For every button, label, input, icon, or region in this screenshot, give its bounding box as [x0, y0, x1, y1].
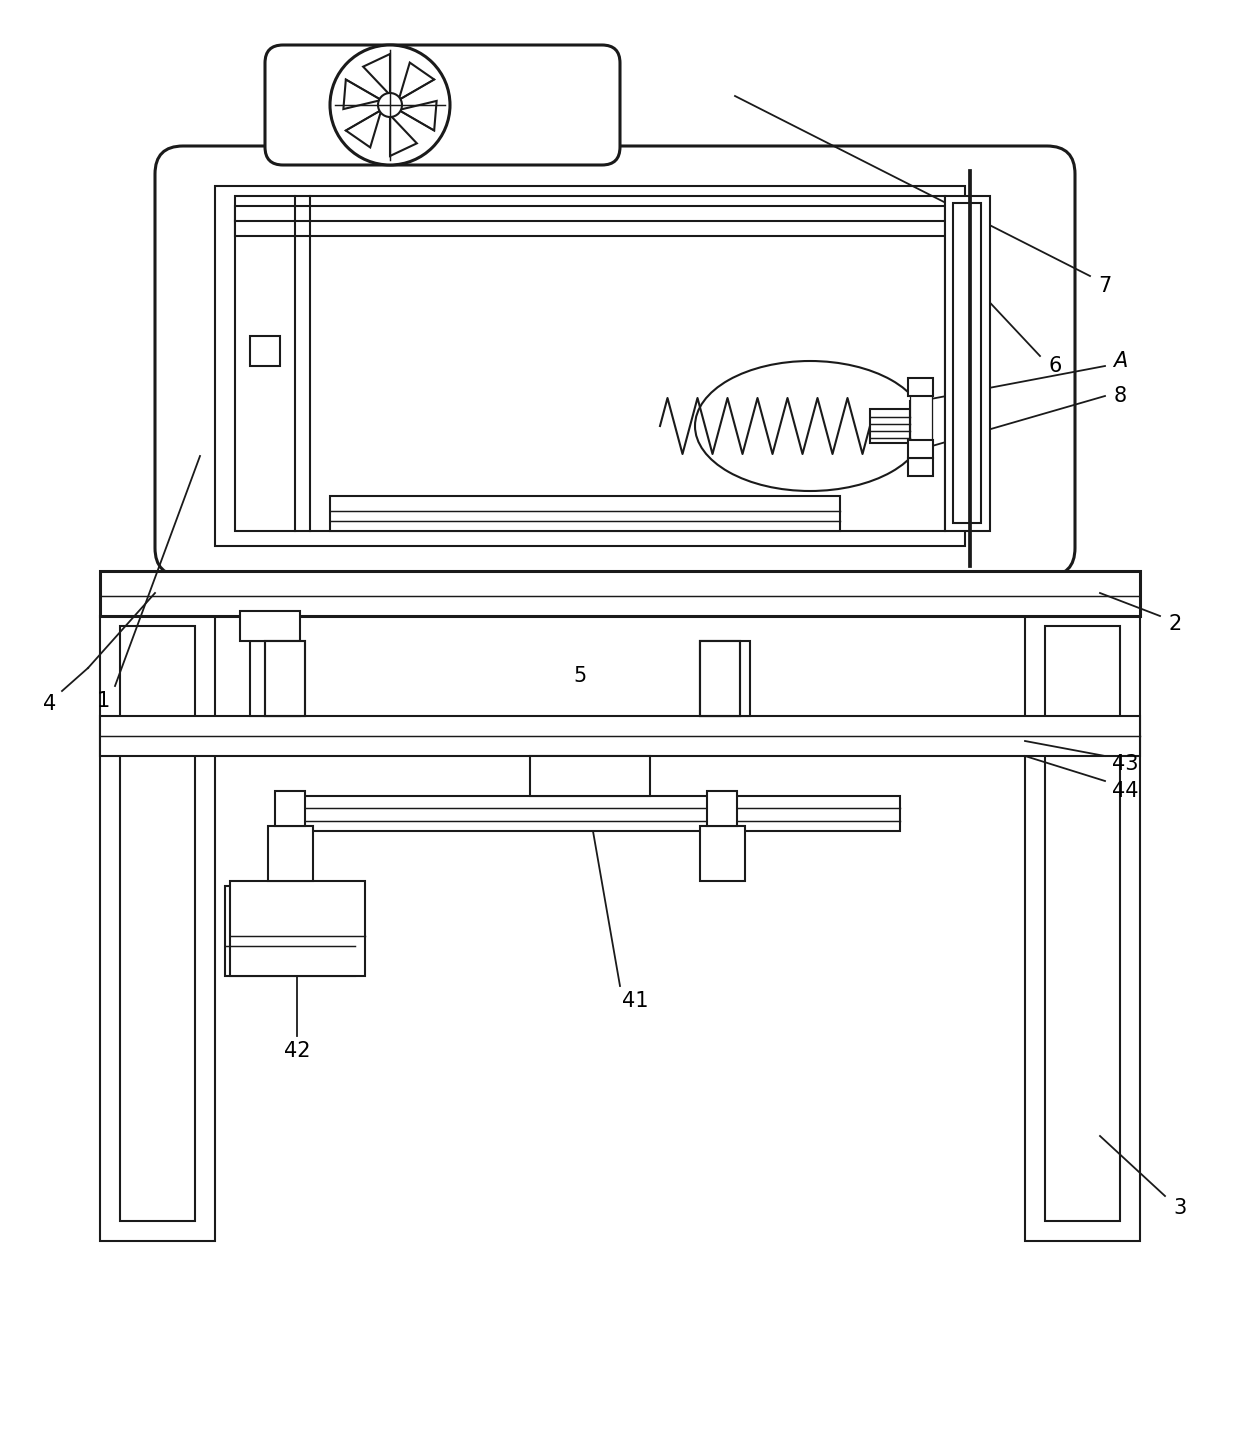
Bar [290, 796, 900, 831]
Bar [701, 826, 745, 882]
Text: 7: 7 [1099, 276, 1111, 296]
Text: 43: 43 [1112, 754, 1138, 774]
Bar [224, 886, 355, 976]
Bar [275, 791, 305, 826]
Bar [1025, 616, 1140, 1241]
Polygon shape [363, 55, 391, 95]
Bar [908, 458, 932, 475]
Bar [330, 495, 839, 531]
FancyBboxPatch shape [265, 45, 620, 165]
Bar [100, 717, 1140, 755]
Polygon shape [391, 115, 417, 157]
Polygon shape [399, 101, 436, 131]
Bar [910, 393, 932, 458]
Bar [215, 187, 965, 546]
Bar [120, 626, 195, 1221]
Polygon shape [346, 111, 382, 148]
Ellipse shape [694, 360, 925, 491]
Text: 8: 8 [1114, 386, 1127, 406]
Bar [529, 755, 650, 796]
Bar [236, 205, 945, 236]
Bar [241, 610, 300, 640]
Bar [265, 640, 305, 717]
Text: 42: 42 [284, 1041, 310, 1061]
Text: 6: 6 [1048, 356, 1061, 376]
Text: 2: 2 [1168, 615, 1182, 635]
Text: A: A [1112, 350, 1127, 370]
Text: 1: 1 [97, 691, 109, 711]
Bar [1045, 626, 1120, 1221]
Bar [229, 882, 365, 976]
FancyBboxPatch shape [155, 146, 1075, 576]
Text: 41: 41 [621, 991, 649, 1011]
Polygon shape [343, 79, 382, 109]
Text: 44: 44 [1112, 781, 1138, 801]
Bar [908, 378, 932, 396]
Bar [707, 791, 737, 826]
Polygon shape [399, 63, 434, 101]
Bar [701, 640, 740, 717]
Bar [701, 640, 750, 717]
Circle shape [378, 93, 402, 116]
Bar [870, 409, 910, 442]
Bar [100, 572, 1140, 616]
Bar [945, 195, 990, 531]
Bar [954, 202, 981, 523]
Bar [250, 640, 300, 717]
Bar [908, 439, 932, 458]
Text: 4: 4 [43, 694, 57, 714]
Bar [268, 826, 312, 882]
Bar [236, 195, 945, 531]
Bar [250, 336, 280, 366]
Bar [910, 401, 932, 451]
Text: 3: 3 [1173, 1198, 1187, 1218]
Bar [100, 616, 215, 1241]
Circle shape [330, 45, 450, 165]
Text: 5: 5 [573, 666, 587, 686]
